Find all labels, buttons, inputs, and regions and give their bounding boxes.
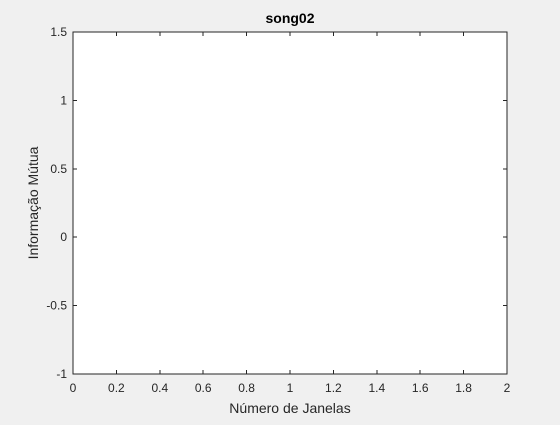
chart-title: song02 <box>265 10 314 26</box>
x-tick-label: 2 <box>504 381 511 395</box>
y-tick-label: 0.5 <box>50 162 67 176</box>
x-tick-label: 0.6 <box>195 381 212 395</box>
y-tick-label: 1.5 <box>50 25 67 39</box>
y-tick-label: 0 <box>60 230 67 244</box>
x-ticks <box>72 32 508 374</box>
x-axis-label: Número de Janelas <box>229 400 350 416</box>
x-tick-label: 0.4 <box>151 381 168 395</box>
x-tick-label: 1 <box>287 381 294 395</box>
y-axis-label: Informação Mútua <box>25 146 41 259</box>
x-tick-label: 1.4 <box>368 381 385 395</box>
plot-area <box>72 31 508 375</box>
x-tick-label: 1.8 <box>455 381 472 395</box>
y-ticks <box>73 31 507 375</box>
y-tick-label: 1 <box>60 93 67 107</box>
x-tick-labels: 0 0.2 0.4 0.6 0.8 1 1.2 1.4 1.6 1.8 2 <box>70 381 511 395</box>
x-tick-label: 0 <box>70 381 77 395</box>
x-tick-label: 1.6 <box>412 381 429 395</box>
x-tick-label: 0.8 <box>238 381 255 395</box>
x-tick-label: 1.2 <box>325 381 342 395</box>
y-tick-label: -0.5 <box>46 299 67 313</box>
y-tick-label: -1 <box>56 367 67 381</box>
x-tick-label: 0.2 <box>108 381 125 395</box>
y-tick-labels: -1 -0.5 0 0.5 1 1.5 <box>46 25 67 381</box>
